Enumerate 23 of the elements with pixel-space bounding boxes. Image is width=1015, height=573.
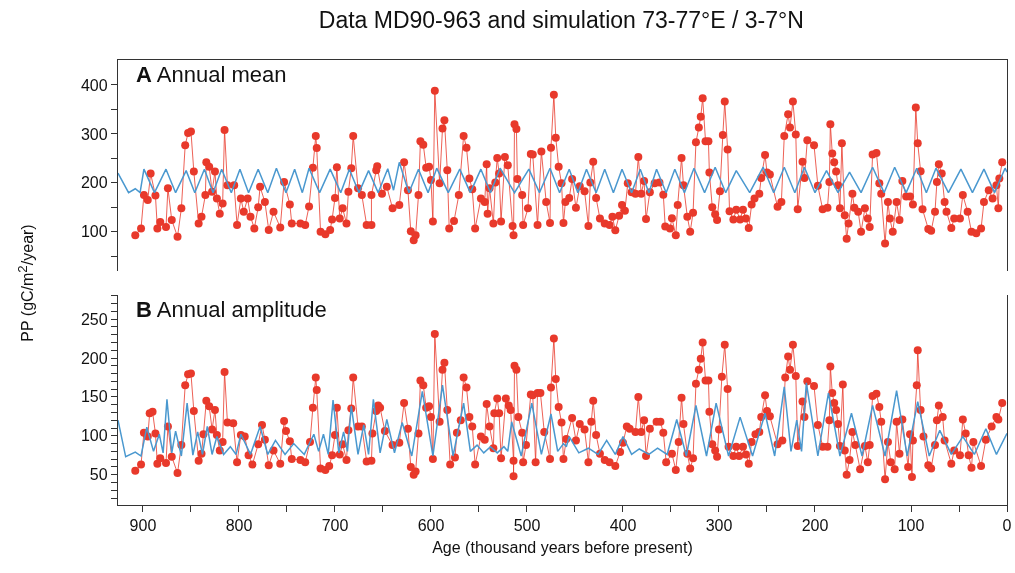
- x-tick-label: 700: [321, 517, 349, 535]
- x-axis-title: Age (thousand years before present): [432, 539, 693, 556]
- x-tick-label: 0: [1002, 517, 1012, 535]
- x-tick-label: 400: [609, 517, 637, 535]
- annotation: A Annual mean: [136, 62, 287, 87]
- x-tick-label: 800: [225, 517, 253, 535]
- y-tick-label: 250: [80, 310, 108, 328]
- y-tick-label: 200: [80, 349, 108, 367]
- y-tick-label: 150: [80, 388, 108, 406]
- y-tick-label: 100: [80, 427, 108, 445]
- y-tick-label: 50: [89, 466, 108, 484]
- x-tick-label: 900: [129, 517, 157, 535]
- chart-title: Data MD90-963 and simulation 73-77°E / 3-7°N: [318, 7, 804, 33]
- y-tick-label: 300: [80, 125, 108, 143]
- x-tick-label: 200: [801, 517, 829, 535]
- y-tick-label: 100: [80, 223, 108, 241]
- annotation: B Annual amplitude: [136, 297, 327, 322]
- x-tick-label: 600: [417, 517, 445, 535]
- y-tick-label: 400: [80, 76, 108, 94]
- x-tick-label: 500: [513, 517, 541, 535]
- x-tick-label: 100: [897, 517, 925, 535]
- y-tick-label: 200: [80, 174, 108, 192]
- x-tick-label: 300: [705, 517, 733, 535]
